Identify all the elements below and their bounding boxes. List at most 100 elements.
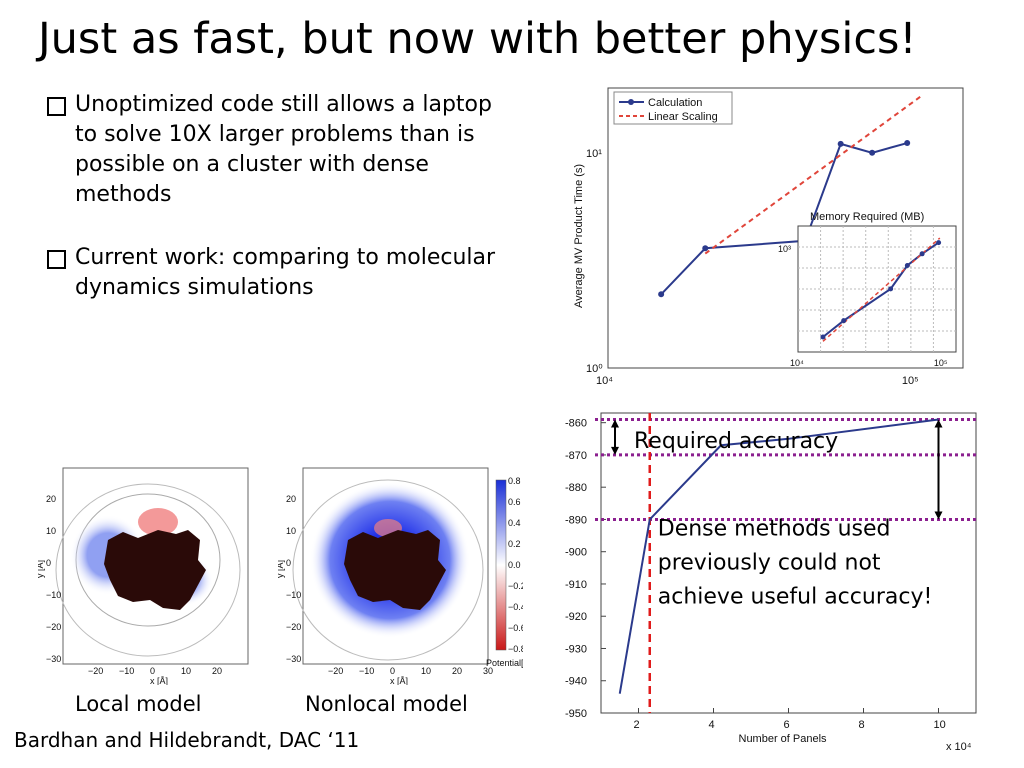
y-tick-label: -880 <box>565 482 587 494</box>
map-x-tick-label: −10 <box>359 666 374 676</box>
inset-data-point <box>820 334 826 340</box>
y-tick-label: -950 <box>565 708 587 720</box>
inset-x-tick-label: 10⁵ <box>934 358 948 368</box>
bullet-list: Unoptimized code still allows a laptop t… <box>45 90 505 336</box>
local-model-caption: Local model <box>75 692 202 716</box>
x-tick-label: 2 <box>634 719 640 731</box>
colorbar-tick-label: 0.0 <box>508 560 521 570</box>
map-y-tick-label: 20 <box>286 494 296 504</box>
map-x-tick-label: 0 <box>150 666 155 676</box>
y-tick-label: 10¹ <box>586 148 602 160</box>
colorbar-tick-label: 0.2 <box>508 539 521 549</box>
dense-methods-label: achieve useful accuracy! <box>658 585 933 610</box>
map-y-tick-label: −20 <box>286 622 301 632</box>
map-y-tick-label: 0 <box>286 558 291 568</box>
nonlocal-model-map: 20 10 0 −10 −20 −30 −20 −10 0 10 20 30 x [Å] y [Å] 0.8… <box>278 467 523 685</box>
accuracy-chart: -860 -870 -880 -890 -900 -910 -920 -930 -940 -950… <box>555 405 995 755</box>
nonlocal-map-ticks: 20 10 0 −10 −20 −30 −20 −10 0 10 20 30 x [Å] y [Å] 0.8… <box>278 476 523 685</box>
colorbar-tick-label: −0.6 <box>508 623 523 633</box>
map-x-tick-label: 20 <box>452 666 462 676</box>
map-y-tick-label: −30 <box>46 654 61 664</box>
map-x-tick-label: −20 <box>88 666 103 676</box>
dense-methods-label: previously could not <box>658 551 881 576</box>
legend-marker <box>628 99 634 105</box>
map-x-tick-label: −20 <box>328 666 343 676</box>
inset-title: Memory Required (MB) <box>810 211 924 223</box>
map-y-axis-label: y [Å] <box>38 560 45 578</box>
x-axis-multiplier: x 10⁴ <box>946 741 972 753</box>
colorbar-tick-label: −0.2 <box>508 581 523 591</box>
map-y-tick-label: 0 <box>46 558 51 568</box>
legend-label: Linear Scaling <box>648 111 718 123</box>
legend-label: Calculation <box>648 97 702 109</box>
colorbar <box>495 479 507 651</box>
x-tick-label: 6 <box>784 719 790 731</box>
y-tick-label: -910 <box>565 579 587 591</box>
x-tick-label: 8 <box>859 719 865 731</box>
colorbar-tick-label: 0.6 <box>508 497 521 507</box>
y-tick-label: -920 <box>565 611 587 623</box>
inset-frame <box>797 225 957 353</box>
data-point <box>702 245 709 252</box>
map-x-tick-label: 10 <box>181 666 191 676</box>
map-x-tick-label: 10 <box>421 666 431 676</box>
map-x-tick-label: 0 <box>390 666 395 676</box>
data-point <box>869 149 876 156</box>
nonlocal-model-caption: Nonlocal model <box>305 692 468 716</box>
colorbar-tick-label: 0.8 <box>508 476 521 486</box>
bullet-item: Unoptimized code still allows a laptop t… <box>45 90 505 210</box>
required-accuracy-label: Required accuracy <box>634 429 838 454</box>
inset-data-point <box>841 318 847 324</box>
x-tick-label: 10⁴ <box>596 375 613 387</box>
map-y-tick-label: 10 <box>46 526 56 536</box>
bullet-item: Current work: comparing to molecular dyn… <box>45 243 505 303</box>
map-y-tick-label: −20 <box>46 622 61 632</box>
bullet-text: Unoptimized code still allows a laptop t… <box>75 92 492 207</box>
required-accuracy-arrow-head <box>611 446 619 455</box>
required-accuracy-arrow-head <box>611 419 619 428</box>
map-y-tick-label: −10 <box>286 590 301 600</box>
checkbox-bullet-icon <box>47 250 66 269</box>
series-line <box>618 418 939 694</box>
y-tick-label: -900 <box>565 547 587 559</box>
plot-frame <box>607 87 964 369</box>
inset-x-tick-label: 10⁴ <box>790 358 804 368</box>
data-point <box>904 140 911 147</box>
y-tick-label: -890 <box>565 514 587 526</box>
map-y-axis-label: y [Å] <box>278 560 285 578</box>
accuracy-gap-arrow-head <box>934 419 943 428</box>
map-x-axis-label: x [Å] <box>390 676 408 685</box>
y-tick-label: 10⁰ <box>586 363 603 375</box>
inset-data-point <box>936 240 942 246</box>
legend-box <box>613 91 733 125</box>
map-y-tick-label: −30 <box>286 654 301 664</box>
bullet-text: Current work: comparing to molecular dyn… <box>75 245 496 300</box>
map-y-tick-label: 20 <box>46 494 56 504</box>
y-tick-label: -940 <box>565 676 587 688</box>
series-line-calculation <box>660 142 908 295</box>
colorbar-label: Potential[V] <box>486 658 523 668</box>
data-point <box>658 291 665 298</box>
dense-methods-label: Dense methods used <box>658 517 891 542</box>
y-tick-label: -930 <box>565 643 587 655</box>
y-axis-label: Average MV Product Time (s) <box>573 164 585 308</box>
x-tick-label: 10 <box>934 719 946 731</box>
y-tick-label: -860 <box>565 418 587 430</box>
inset-data-point <box>919 251 925 257</box>
inset-y-tick-label: 10³ <box>778 244 791 254</box>
citation-footer: Bardhan and Hildebrandt, DAC ‘11 <box>14 728 360 752</box>
x-axis-label: Number of Panels <box>739 733 828 745</box>
map-x-tick-label: 20 <box>212 666 222 676</box>
x-tick-label: 10⁵ <box>902 375 919 387</box>
colorbar-tick-label: −0.4 <box>508 602 523 612</box>
inset-data-point <box>888 286 894 292</box>
accuracy-gap-arrow-head <box>934 511 943 520</box>
y-tick-label: -870 <box>565 450 587 462</box>
checkbox-bullet-icon <box>47 97 66 116</box>
map-y-tick-label: 10 <box>286 526 296 536</box>
data-point <box>837 140 844 147</box>
colorbar-tick-label: 0.4 <box>508 518 521 528</box>
x-tick-label: 4 <box>709 719 715 731</box>
